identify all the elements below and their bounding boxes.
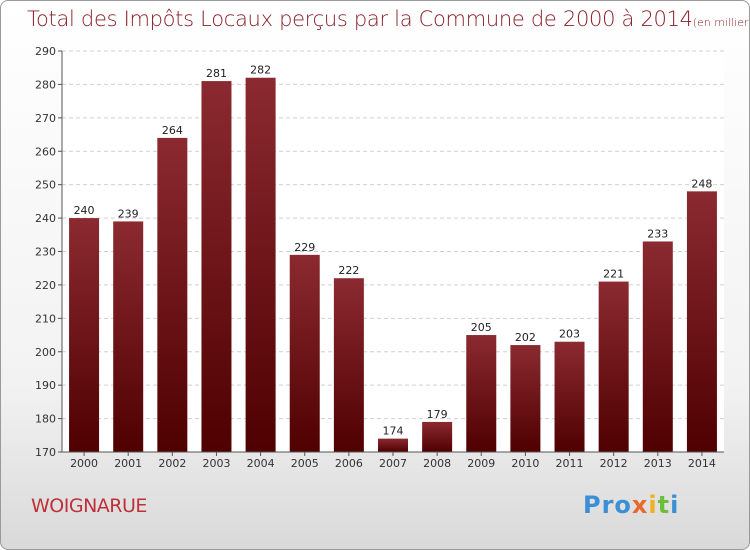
x-tick-label-2014: 2014 xyxy=(688,457,716,470)
x-tick-label-2005: 2005 xyxy=(291,457,319,470)
bar-2000 xyxy=(69,218,100,452)
y-tick-label: 180 xyxy=(35,413,56,426)
bar-2002 xyxy=(157,137,188,452)
bar-2008 xyxy=(422,421,453,452)
bar-2011 xyxy=(554,341,585,452)
value-label-2007: 174 xyxy=(383,425,404,438)
y-tick-label: 190 xyxy=(35,379,56,392)
bar-2005 xyxy=(289,254,320,452)
value-label-2000: 240 xyxy=(74,204,95,217)
bar-2003 xyxy=(201,81,232,452)
chart-title-text: Total des Impôts Locaux perçus par la Co… xyxy=(27,7,693,31)
x-tick-label-2001: 2001 xyxy=(114,457,142,470)
value-label-2014: 248 xyxy=(691,177,712,190)
value-label-2008: 179 xyxy=(427,408,448,421)
x-tick-label-2008: 2008 xyxy=(423,457,451,470)
x-tick-label-2002: 2002 xyxy=(158,457,186,470)
x-tick-label-2004: 2004 xyxy=(247,457,275,470)
y-axis: 170 180 190 200 210 220 230 240 250 260 270 280 290 xyxy=(35,45,62,459)
y-tick-label: 260 xyxy=(35,145,56,158)
bar-2010 xyxy=(510,345,541,452)
bar-2004 xyxy=(245,77,276,452)
value-label-2002: 264 xyxy=(162,124,183,137)
y-tick-label: 220 xyxy=(35,279,56,292)
grid-lines xyxy=(62,50,724,453)
x-tick-label-2007: 2007 xyxy=(379,457,407,470)
logo-part-5: i xyxy=(670,491,680,519)
bars: 240 239 264 281 282 229 222 174 179 205 202 203 221 2… xyxy=(69,64,717,452)
value-label-2013: 233 xyxy=(647,227,668,240)
x-tick-label-2003: 2003 xyxy=(202,457,230,470)
bar-2007 xyxy=(378,438,408,452)
chart-title-unit: (en milliers d'€) xyxy=(692,16,749,29)
bar-2014 xyxy=(686,191,717,452)
x-tick-label-2009: 2009 xyxy=(467,457,495,470)
commune-name: WOIGNARUE xyxy=(31,495,147,517)
bar-2013 xyxy=(642,241,673,452)
value-label-2005: 229 xyxy=(294,241,315,254)
value-label-2003: 281 xyxy=(206,67,227,80)
chart-title: Total des Impôts Locaux perçus par la Co… xyxy=(27,7,749,31)
value-label-2009: 205 xyxy=(471,321,492,334)
value-label-2004: 282 xyxy=(250,64,271,77)
x-tick-label-2012: 2012 xyxy=(600,457,628,470)
y-tick-label: 250 xyxy=(35,179,56,192)
value-label-2001: 239 xyxy=(118,207,139,220)
y-tick-label: 210 xyxy=(35,312,56,325)
bar-2009 xyxy=(466,335,497,452)
value-label-2012: 221 xyxy=(603,268,624,281)
x-tick-label-2013: 2013 xyxy=(644,457,672,470)
logo-part-4: t xyxy=(657,491,671,519)
bar-2001 xyxy=(113,221,144,452)
x-tick-label-2010: 2010 xyxy=(511,457,539,470)
bar-2006 xyxy=(333,278,364,452)
y-tick-label: 240 xyxy=(35,212,56,225)
x-tick-label-2006: 2006 xyxy=(335,457,363,470)
value-label-2011: 203 xyxy=(559,328,580,341)
value-label-2006: 222 xyxy=(338,264,359,277)
y-tick-label: 230 xyxy=(35,246,56,259)
y-tick-label: 170 xyxy=(35,446,56,459)
y-tick-label: 200 xyxy=(35,346,56,359)
logo-part-2: x xyxy=(631,491,649,519)
x-tick-label-2000: 2000 xyxy=(70,457,98,470)
logo-part-3: i xyxy=(648,491,658,519)
logo-part-1: Pro xyxy=(583,491,632,519)
proxiti-logo: Proxiti xyxy=(583,491,679,519)
y-tick-label: 270 xyxy=(35,112,56,125)
x-axis: 2000 2001 2002 2003 2004 2005 2006 2007 2008 2009… xyxy=(70,452,716,470)
bar-2012 xyxy=(598,281,629,452)
y-tick-label: 280 xyxy=(35,78,56,91)
value-label-2010: 202 xyxy=(515,331,536,344)
y-tick-label: 290 xyxy=(35,45,56,58)
x-tick-label-2011: 2011 xyxy=(556,457,584,470)
